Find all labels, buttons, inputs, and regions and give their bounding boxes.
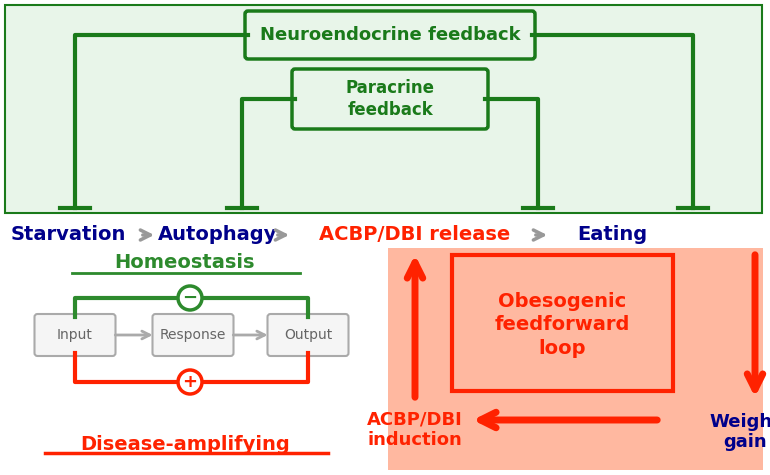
Text: Paracrine
feedback: Paracrine feedback xyxy=(346,79,434,119)
Bar xyxy=(5,5,762,213)
Text: −: − xyxy=(182,289,198,307)
FancyBboxPatch shape xyxy=(35,314,116,356)
Text: Eating: Eating xyxy=(577,226,647,245)
Text: Obesogenic
feedforward
loop: Obesogenic feedforward loop xyxy=(495,292,630,358)
Text: Autophagy: Autophagy xyxy=(159,226,278,245)
Bar xyxy=(388,248,763,470)
Text: Disease-amplifying: Disease-amplifying xyxy=(80,436,290,455)
Text: Response: Response xyxy=(160,328,226,342)
Circle shape xyxy=(178,286,202,310)
FancyBboxPatch shape xyxy=(267,314,349,356)
Text: Neuroendocrine feedback: Neuroendocrine feedback xyxy=(259,26,521,44)
Text: Weight
gain: Weight gain xyxy=(709,413,770,451)
Circle shape xyxy=(178,370,202,394)
FancyBboxPatch shape xyxy=(152,314,233,356)
Text: Output: Output xyxy=(284,328,332,342)
Text: Input: Input xyxy=(57,328,93,342)
Text: ACBP/DBI release: ACBP/DBI release xyxy=(320,226,511,245)
FancyBboxPatch shape xyxy=(292,69,488,129)
Text: Homeostasis: Homeostasis xyxy=(115,254,255,273)
Text: ACBP/DBI
induction: ACBP/DBI induction xyxy=(367,410,463,449)
Text: +: + xyxy=(182,373,197,391)
Text: Starvation: Starvation xyxy=(10,226,126,245)
FancyBboxPatch shape xyxy=(452,255,673,391)
FancyBboxPatch shape xyxy=(245,11,535,59)
